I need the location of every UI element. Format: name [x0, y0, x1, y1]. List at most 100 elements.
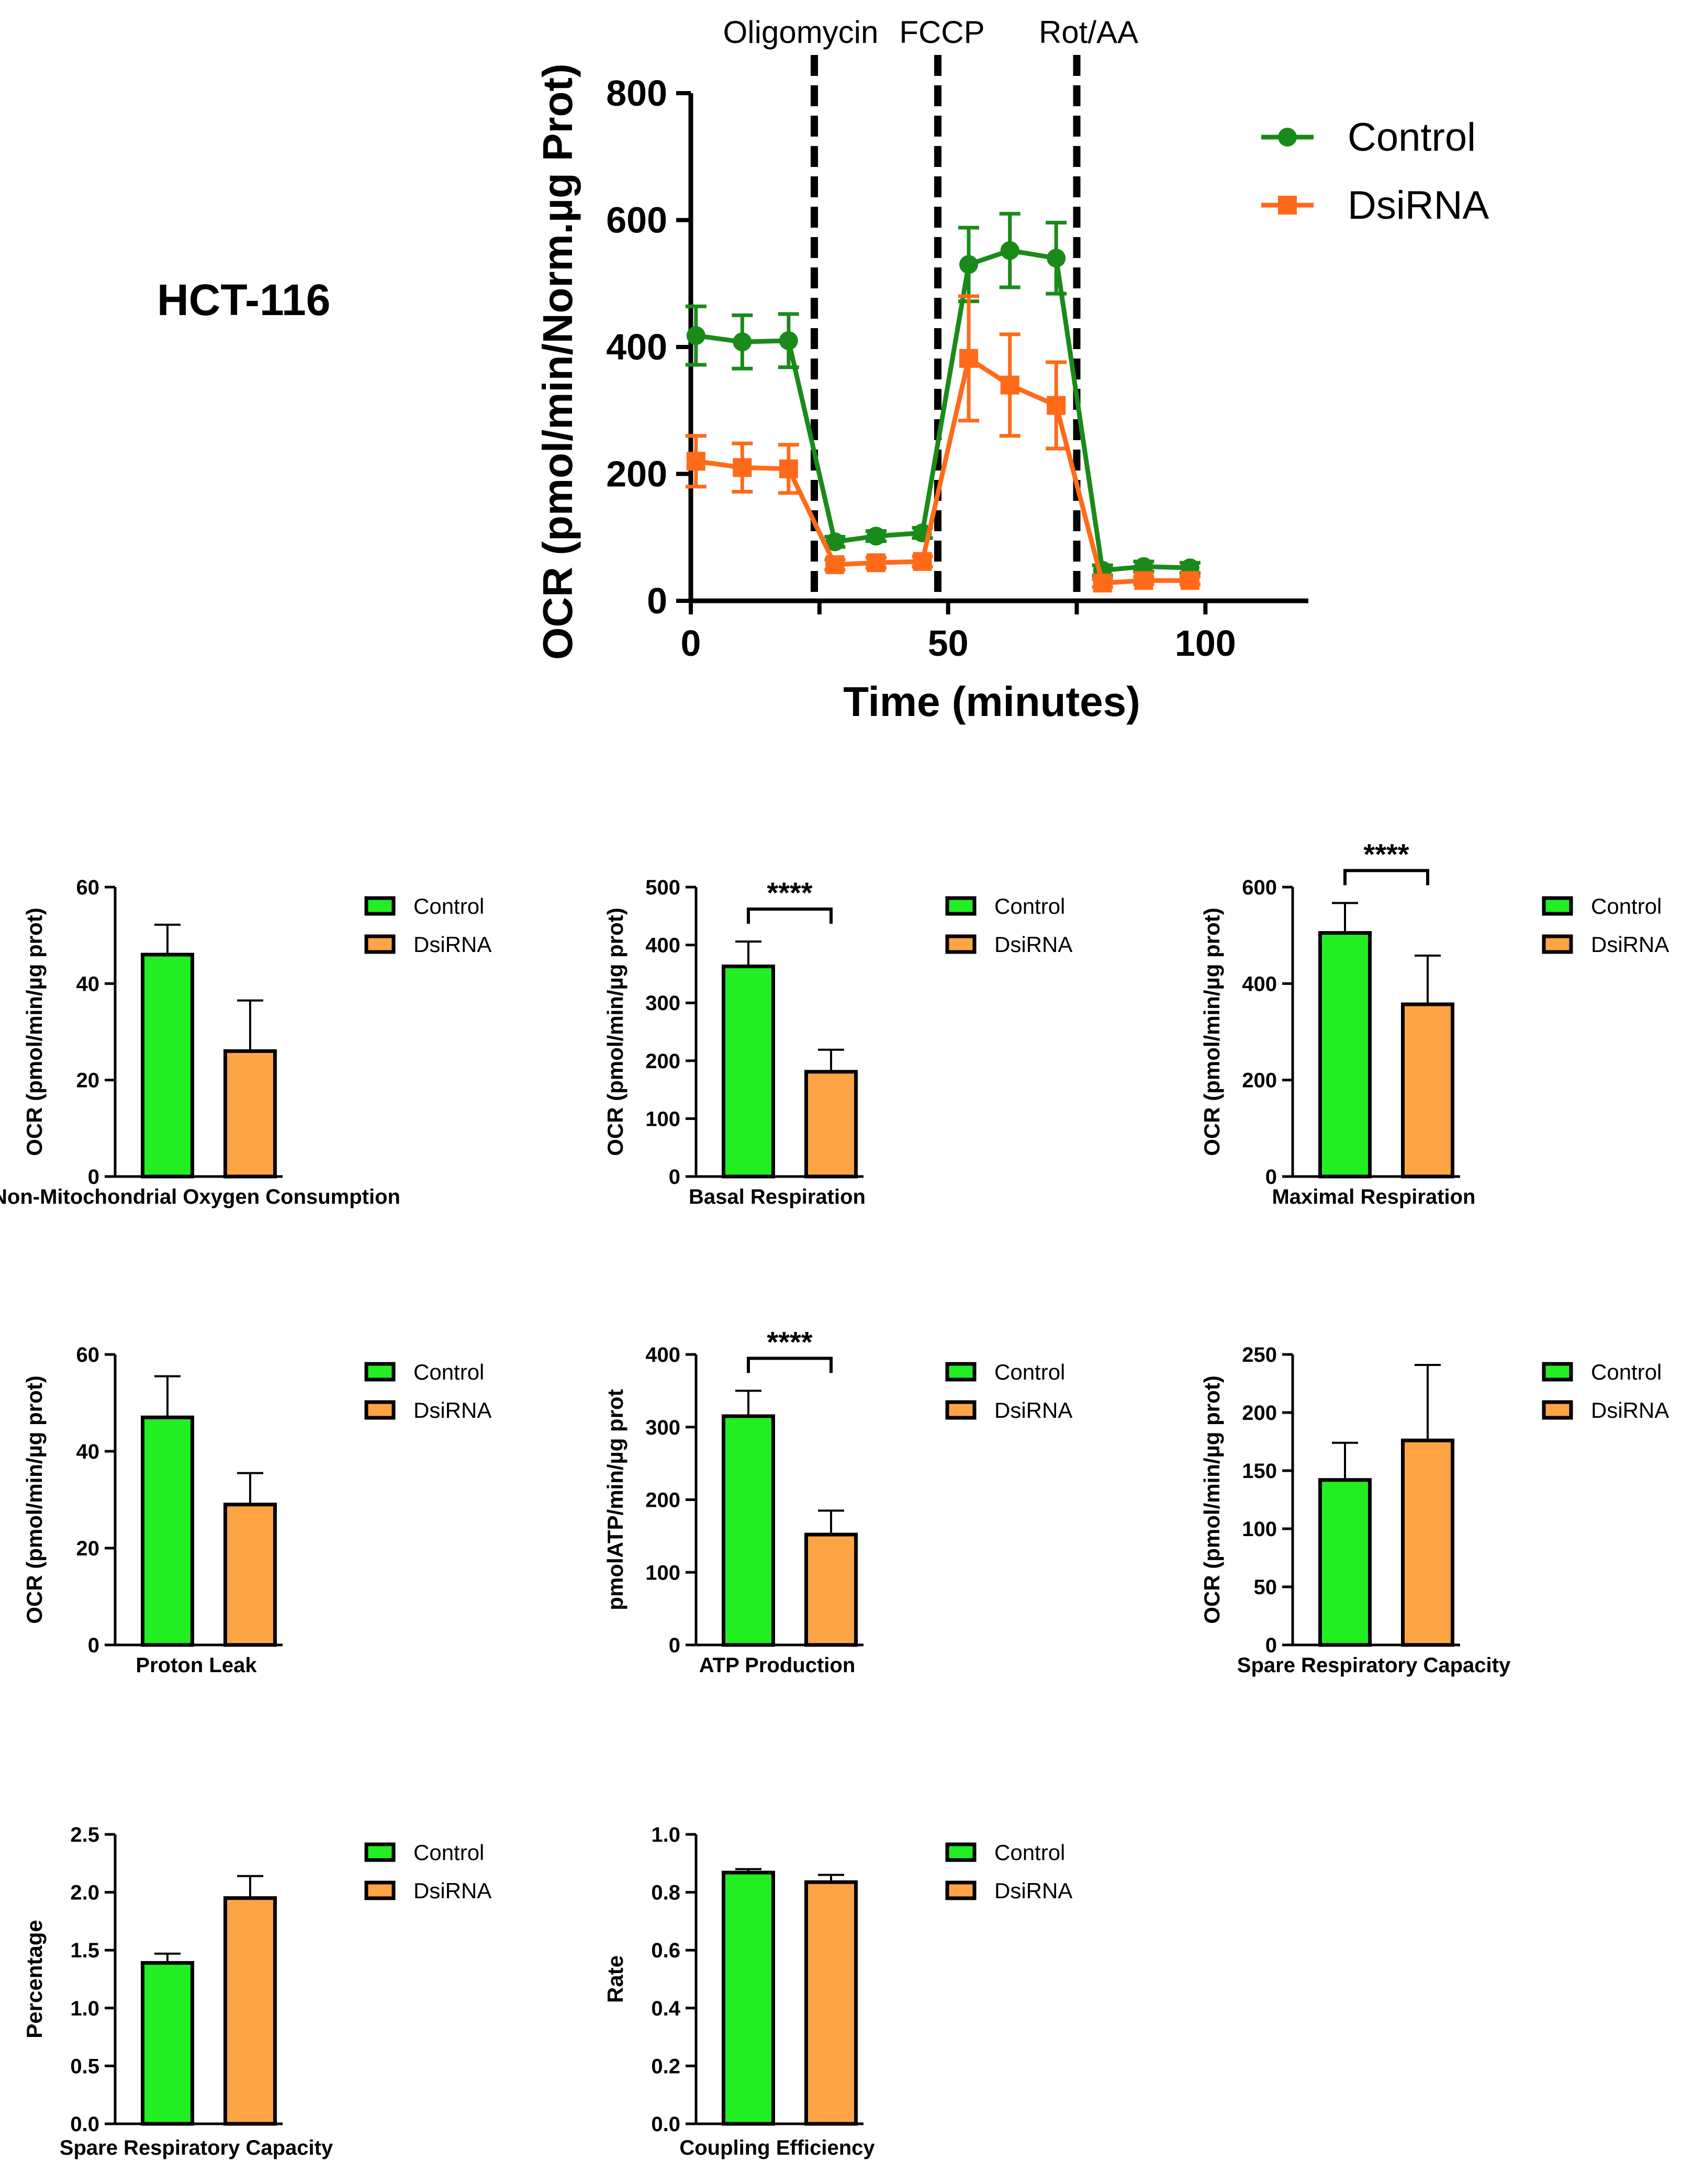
bar-dsirna [1401, 1438, 1454, 1647]
legend-label: DsiRNA [1348, 183, 1489, 228]
bar-chart-atp-production: 0 100 200 300 400 **** ATP Production pmolATP/m… [603, 1325, 1072, 1677]
y-tick-label: 20 [76, 1537, 100, 1560]
y-tick-label: 150 [1242, 1460, 1277, 1483]
y-tick-label: 0 [88, 1634, 99, 1657]
y-tick-label: 0.5 [70, 2055, 99, 2078]
y-tick-label: 300 [645, 1416, 680, 1439]
legend-label: DsiRNA [994, 1398, 1072, 1423]
y-tick-label: 20 [76, 1069, 100, 1092]
legend-swatch [945, 896, 977, 916]
data-point [733, 458, 752, 477]
legend-swatch [364, 1842, 396, 1862]
x-tick-label: 0 [681, 623, 701, 664]
bar-dsirna [223, 1503, 277, 1647]
bar-control [141, 1415, 194, 1647]
y-tick-label: 400 [606, 327, 667, 367]
y-axis-label: OCR (pmol/min/µg prot) [22, 1375, 47, 1623]
y-tick-label: 400 [645, 934, 680, 957]
data-point [1000, 375, 1019, 395]
injection-label: FCCP [899, 15, 984, 50]
y-tick-label: 0 [669, 1634, 680, 1657]
legend-swatch [364, 1400, 396, 1420]
data-point [959, 349, 978, 368]
y-tick-label: 60 [76, 876, 100, 899]
y-tick-label: 600 [606, 200, 667, 241]
legend-swatch [1542, 934, 1573, 954]
data-point [1093, 574, 1112, 593]
legend-swatch [364, 934, 396, 954]
significance-bracket [747, 1357, 833, 1373]
data-point [733, 332, 752, 352]
legend-label: Control [1591, 1360, 1662, 1384]
legend-swatch [364, 896, 396, 916]
bar-chart-proton-leak: 0 20 40 60 Proton Leak OCR (pmol/min/µg prot)… [22, 1343, 491, 1677]
y-tick-label: 500 [645, 876, 680, 899]
legend-swatch [945, 1400, 977, 1420]
chart-title: ATP Production [699, 1654, 856, 1677]
y-axis-label: OCR (pmol/min/µg prot) [1199, 908, 1224, 1156]
data-point [1134, 571, 1153, 590]
y-axis-label: Rate [603, 1955, 627, 2003]
y-tick-label: 100 [645, 1561, 680, 1584]
bar-dsirna [223, 1049, 277, 1179]
y-tick-label: 1.0 [70, 1997, 99, 2020]
bar-chart-spare-capacity-ocr: 0 50 100 150 200 250 Spare Respiratory Capacit… [1199, 1343, 1669, 1677]
chart-title: Proton Leak [136, 1654, 257, 1677]
y-tick-label: 400 [645, 1343, 680, 1367]
legend-label: Control [413, 894, 484, 919]
series-dsirna [685, 294, 1201, 593]
x-tick-label: 100 [1175, 623, 1236, 664]
y-axis-label: OCR (pmol/min/µg prot) [1199, 1375, 1224, 1623]
bar-chart-maximal-respiration: 0 200 400 600 **** Maximal Respiration OCR (pm… [1199, 837, 1669, 1208]
data-point [1180, 571, 1199, 590]
chart-title: Non-Mitochondrial Oxygen Consumption [0, 1185, 400, 1208]
bar-control [1318, 1478, 1372, 1647]
y-tick-label: 100 [1242, 1518, 1277, 1541]
y-tick-label: 50 [1254, 1576, 1277, 1599]
y-tick-label: 0 [1265, 1634, 1277, 1657]
y-axis-label: OCR (pmol/min/µg prot) [22, 908, 47, 1156]
legend-label: Control [994, 894, 1065, 919]
y-axis-label: OCR (pmol/min/Norm.µg Prot) [534, 63, 581, 659]
bar-dsirna [804, 1532, 858, 1647]
y-tick-label: 0 [647, 580, 667, 621]
data-point [959, 255, 978, 274]
legend-swatch [1542, 1400, 1573, 1420]
bar-control [722, 1414, 775, 1647]
legend-swatch [945, 1842, 977, 1862]
legend-swatch [364, 1880, 396, 1900]
y-tick-label: 40 [76, 1440, 100, 1463]
y-tick-label: 0 [1265, 1166, 1277, 1189]
y-tick-label: 0.6 [651, 1939, 680, 1962]
legend-label: Control [994, 1360, 1065, 1384]
significance-marker: **** [1363, 837, 1409, 870]
legend-swatch [945, 1880, 977, 1900]
data-point [1047, 396, 1066, 415]
legend-label: DsiRNA [994, 932, 1072, 957]
legend-label: Control [1348, 115, 1476, 160]
y-axis-label: pmolATP/min/µg prot [603, 1389, 627, 1610]
y-tick-label: 0 [669, 1166, 680, 1189]
legend-label: Control [413, 1840, 484, 1865]
y-tick-label: 0.8 [651, 1881, 680, 1905]
y-tick-label: 100 [645, 1107, 680, 1130]
significance-bracket [1343, 869, 1429, 886]
bar-dsirna [1401, 1002, 1454, 1179]
y-tick-label: 60 [76, 1343, 100, 1367]
significance-marker: **** [767, 876, 812, 909]
y-tick-label: 600 [1242, 876, 1277, 899]
legend-label: DsiRNA [413, 932, 491, 957]
legend-label: DsiRNA [413, 1878, 491, 1903]
legend-item: DsiRNA [1261, 183, 1489, 228]
bar-chart-coupling-efficiency: 0.0 0.2 0.4 0.6 0.8 1.0 Coupling Efficiency Rat… [603, 1823, 1072, 2159]
bar-control [141, 953, 194, 1179]
significance-marker: **** [767, 1325, 812, 1358]
chart-title: Spare Respiratory Capacity [60, 2136, 333, 2159]
bar-dsirna [804, 1880, 858, 2126]
y-tick-label: 200 [645, 1050, 680, 1073]
bar-control [722, 1871, 775, 2126]
y-tick-label: 300 [645, 992, 680, 1015]
y-tick-label: 800 [606, 73, 667, 114]
y-tick-label: 2.5 [70, 1823, 99, 1846]
data-point [825, 532, 845, 552]
